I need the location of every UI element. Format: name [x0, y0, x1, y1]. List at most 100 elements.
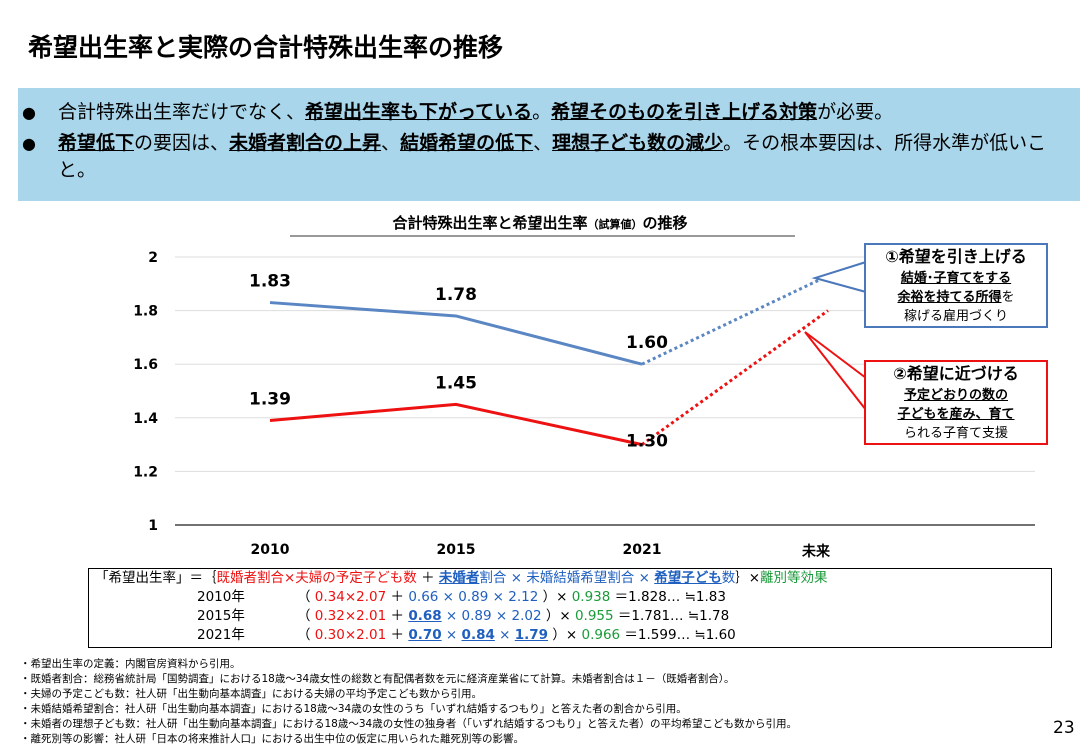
bullet: 希望低下の要因は、未婚者割合の上昇、結婚希望の低下、理想子ども数の減少。その根本…	[22, 130, 1058, 184]
data-label: 1.39	[249, 389, 291, 409]
y-tick-label: 1	[148, 518, 158, 534]
text-run: ＋	[416, 570, 439, 586]
formula-box: 「希望出生率」＝｛既婚者割合×夫婦の予定子ども数 ＋ 未婚者割合 × 未婚結婚希…	[88, 568, 1052, 648]
x-tick-label: 2021	[623, 542, 662, 558]
chart-title: 合計特殊出生率と希望出生率（試算値）の推移	[391, 214, 687, 232]
text-run: 0.30×2.01	[314, 627, 387, 643]
callout-line: 結婚･子育てをする	[866, 269, 1046, 288]
footnote: ・夫婦の予定こども数：社人研「出生動向基本調査」における夫婦の平均予定こども数か…	[20, 688, 482, 700]
text-run: ＝1.599… ≒1.60	[620, 627, 736, 643]
callout-line: 予定どおりの数の	[866, 386, 1046, 405]
callout: ①希望を引き上げる 結婚･子育てをする 余裕を持てる所得を 稼げる雇用づくり	[864, 243, 1048, 328]
footnotes: ・希望出生率の定義：内閣官房資料から引用。・既婚者割合：総務省統計局「国勢調査」…	[20, 657, 797, 747]
text-run: ＋	[386, 589, 409, 605]
text-run: （	[297, 589, 315, 605]
callout-pointer	[811, 261, 867, 293]
text-run: 0.32×2.01	[314, 608, 387, 624]
series-line	[269, 301, 643, 366]
projection-line	[641, 274, 829, 366]
text-run: ＋	[386, 608, 409, 624]
callout: ②希望に近づける 予定どおりの数の 子どもを産み、育て られる子育て支援	[864, 360, 1048, 445]
slide-title: 希望出生率と実際の合計特殊出生率の推移	[28, 33, 504, 62]
y-tick-label: 1.6	[133, 357, 158, 373]
text-run: ＝1.828… ≒1.83	[610, 589, 726, 605]
text-run: ×	[441, 627, 462, 643]
y-tick-label: 1.2	[133, 464, 158, 480]
footnote: ・既婚者割合：総務省統計局「国勢調査」における18歳～34歳女性の総数と有配偶者…	[20, 673, 735, 685]
text-run: 予定どおりの数の	[903, 388, 1008, 403]
text-run: 0.938	[571, 589, 611, 605]
callout-line: られる子育て支援	[866, 424, 1046, 443]
text-run: 未婚者	[438, 570, 480, 586]
callout-line: 子どもを産み、育て	[866, 405, 1046, 424]
text-run: ）×	[538, 589, 572, 605]
text-run: 、	[381, 132, 401, 154]
formula-row: 2015年 （ 0.32×2.01 ＋ 0.68 × 0.89 × 2.02 ）×…	[89, 607, 1051, 626]
text-run: 0.66 × 0.89 × 2.12	[408, 589, 539, 605]
text-run: ｝×	[735, 570, 761, 586]
text-run: ）×	[548, 627, 582, 643]
year: 2010年	[197, 589, 245, 605]
year: 2021年	[197, 627, 245, 643]
page-number: 23	[1053, 718, 1075, 738]
text-run: × 0.89 × 2.02	[441, 608, 542, 624]
text-run: 余裕を持てる所得	[897, 290, 1002, 305]
data-label: 1.30	[626, 432, 668, 452]
title-run: （試算値）	[588, 217, 643, 231]
text-run: 合計特殊出生率だけでなく、	[58, 101, 306, 123]
text-run: 0.70	[408, 627, 442, 643]
text-run: 1.79	[514, 627, 549, 643]
text-run: 結婚希望の低下	[400, 132, 534, 154]
callout-heading: ①希望を引き上げる	[885, 247, 1027, 266]
y-tick-label: 1.4	[133, 411, 158, 427]
text-run: 0.84	[461, 627, 495, 643]
text-run: （	[297, 627, 315, 643]
callout-pointer	[804, 331, 867, 411]
text-run: の要因は、	[134, 132, 230, 154]
series-line	[269, 402, 643, 447]
footnote: ・未婚者の理想子ども数：社人研「出生動向基本調査」における18歳～34歳の女性の…	[20, 718, 798, 730]
text-run: 0.34×2.07	[314, 589, 387, 605]
text-run: 。その根本要因は、所得水準が低いこと。	[58, 132, 1047, 181]
footnote: ・離死別等の影響：社人研「日本の将来推計人口」における出生中位の仮定に用いられた…	[20, 733, 524, 745]
text-run: 0.68	[408, 608, 442, 624]
title-run: 合計特殊出生率と希望出生率	[391, 214, 587, 232]
text-run: 希望そのものを引き上げる対策	[551, 101, 818, 123]
text-run: ＝1.781… ≒1.78	[613, 608, 730, 624]
text-run: 理想子ども数の減少	[552, 132, 724, 154]
callout-line: 余裕を持てる所得を	[866, 288, 1046, 307]
text-run: ×	[494, 627, 515, 643]
y-tick-label: 1.8	[133, 304, 158, 320]
text-run: 数	[721, 570, 736, 586]
formula-header: 「希望出生率」＝｛既婚者割合×夫婦の予定子ども数 ＋ 未婚者割合 × 未婚結婚希…	[89, 569, 1051, 588]
data-label: 1.83	[249, 272, 291, 292]
footnote: ・未婚結婚希望割合：社人研「出生動向基本調査」における18歳～34歳の女性のうち…	[20, 703, 687, 715]
text-run: （	[297, 608, 315, 624]
text-run: 子どもを産み、育て	[897, 407, 1015, 422]
text-run: 既婚者割合×夫婦の予定子ども数	[216, 570, 417, 586]
formula-row: 2021年 （ 0.30×2.01 ＋ 0.70 × 0.84 × 1.79 ）×…	[89, 626, 1051, 645]
text-run: 。	[532, 101, 552, 123]
x-tick-label: 未来	[802, 543, 831, 560]
text-run: 割合 × 未婚結婚希望割合 ×	[479, 570, 655, 586]
text-run: を	[1001, 290, 1015, 305]
year: 2015年	[197, 608, 245, 624]
y-tick-label: 2	[148, 250, 158, 266]
x-tick-label: 2015	[437, 542, 476, 558]
text-run: 希望低下	[58, 132, 135, 154]
text-run: 離別等効果	[760, 570, 828, 586]
text-run: られる子育て支援	[903, 426, 1008, 441]
text-run: 希望子ども	[654, 570, 722, 586]
text-run: 未婚者割合の上昇	[229, 132, 382, 154]
footnote: ・希望出生率の定義：内閣官房資料から引用。	[20, 658, 241, 670]
text-run: 稼げる雇用づくり	[903, 309, 1008, 324]
text-run: 結婚･子育てをする	[900, 271, 1012, 286]
text-run: 0.966	[581, 627, 621, 643]
data-label: 1.60	[626, 333, 668, 353]
text-run: 0.955	[574, 608, 614, 624]
text-run: ＋	[386, 627, 409, 643]
title-run: の推移	[643, 214, 688, 232]
x-tick-label: 2010	[251, 542, 290, 558]
text-run: 「希望出生率」＝｛	[95, 570, 217, 586]
